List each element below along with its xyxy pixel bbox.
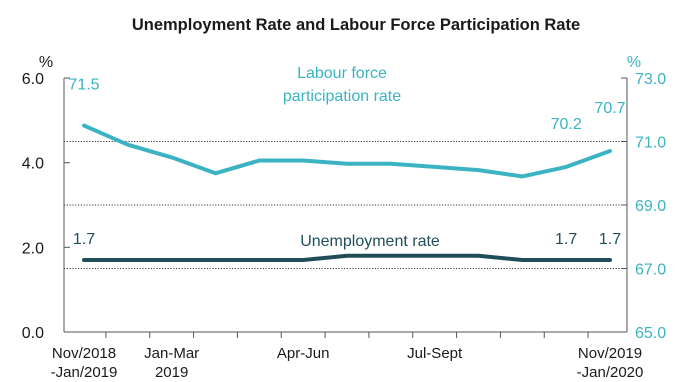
unemployment-data-label: 1.7 [599, 231, 621, 248]
axes [63, 77, 628, 338]
x-tick-label-line2: -Jan/2020 [577, 364, 644, 381]
data-labels: 71.5 70.2 70.7 1.7 1.7 1.7 [68, 77, 625, 248]
right-y-tick-label: 65.0 [635, 325, 666, 342]
chart-title: Unemployment Rate and Labour Force Parti… [132, 16, 580, 34]
x-tick-label: Jul-Sept [407, 345, 463, 362]
unemployment-line [82, 253, 612, 262]
right-y-tick-labels: 65.0 67.0 69.0 71.0 73.0 [635, 71, 666, 342]
right-y-tick-label: 73.0 [635, 71, 666, 88]
right-y-tick-label: 69.0 [635, 198, 666, 215]
series-label-unemployment: Unemployment rate [300, 233, 440, 250]
lfpr-line [82, 123, 612, 179]
unemployment-data-label: 1.7 [555, 231, 577, 248]
lfpr-data-label: 70.7 [594, 100, 625, 117]
series-lines [82, 123, 612, 262]
x-tick-label: Nov/2019 [578, 345, 642, 362]
x-tick-labels: Nov/2018 -Jan/2019 Jan-Mar 2019 Apr-Jun Jul-S… [51, 345, 644, 381]
x-tick-label: Apr-Jun [277, 345, 330, 362]
left-y-tick-label: 6.0 [22, 71, 44, 88]
left-y-tick-labels: 0.0 2.0 4.0 6.0 [22, 71, 44, 342]
right-y-tick-label: 67.0 [635, 262, 666, 279]
series-label-lfpr-line2: participation rate [283, 88, 401, 105]
left-y-tick-label: 0.0 [22, 325, 44, 342]
unemployment-data-label: 1.7 [73, 231, 95, 248]
series-label-lfpr-line1: Labour force [297, 65, 387, 82]
x-tick-label-line2: 2019 [155, 364, 188, 381]
right-axis-unit: % [627, 54, 641, 71]
lfpr-data-label: 70.2 [551, 116, 582, 133]
left-y-tick-label: 2.0 [22, 240, 44, 257]
right-y-tick-label: 71.0 [635, 135, 666, 152]
left-y-tick-label: 4.0 [22, 156, 44, 173]
x-tick-label: Nov/2018 [52, 345, 116, 362]
left-axis-unit: % [39, 54, 53, 71]
x-tick-label-line2: -Jan/2019 [51, 364, 118, 381]
lfpr-data-label: 71.5 [68, 77, 99, 94]
x-tick-label: Jan-Mar [144, 345, 199, 362]
